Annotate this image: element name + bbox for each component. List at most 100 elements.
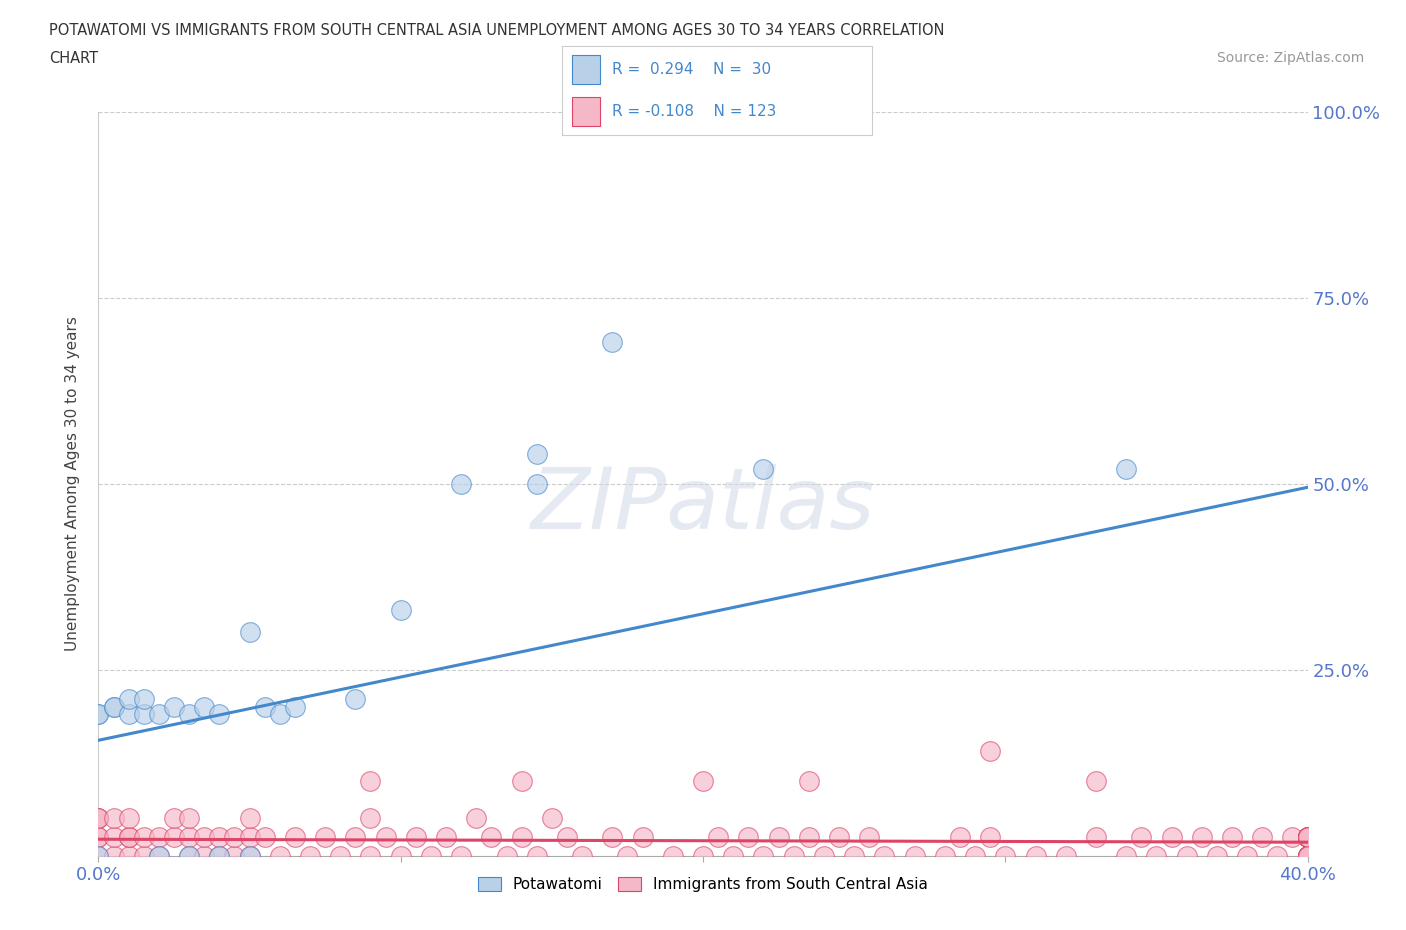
Point: [87, 707, 110, 722]
Text: POTAWATOMI VS IMMIGRANTS FROM SOUTH CENTRAL ASIA UNEMPLOYMENT AMONG AGES 30 TO 3: POTAWATOMI VS IMMIGRANTS FROM SOUTH CENT…: [49, 23, 945, 38]
Point: [752, 461, 775, 476]
Point: [239, 811, 262, 826]
Point: [1296, 848, 1319, 863]
Point: [163, 699, 186, 714]
Point: [103, 699, 125, 714]
Point: [179, 848, 201, 863]
Point: [87, 811, 110, 826]
Point: [1296, 848, 1319, 863]
Point: [602, 830, 624, 844]
Point: [118, 830, 141, 844]
Point: [389, 848, 412, 863]
Point: [1296, 830, 1319, 844]
Point: [87, 707, 110, 722]
Point: [163, 811, 186, 826]
Point: [450, 476, 472, 491]
Point: [1296, 848, 1319, 863]
Point: [979, 830, 1001, 844]
Point: [1296, 830, 1319, 844]
Point: [752, 848, 775, 863]
Point: [1251, 830, 1274, 844]
Point: [1144, 848, 1167, 863]
Point: [284, 830, 307, 844]
Point: [934, 848, 956, 863]
Text: Source: ZipAtlas.com: Source: ZipAtlas.com: [1216, 51, 1364, 65]
Point: [737, 830, 759, 844]
Point: [450, 848, 472, 863]
Point: [1296, 830, 1319, 844]
Point: [1236, 848, 1258, 863]
Bar: [572, 56, 599, 85]
Point: [179, 848, 201, 863]
Point: [193, 830, 215, 844]
Point: [179, 811, 201, 826]
Point: [87, 848, 110, 863]
Point: [224, 848, 246, 863]
Point: [118, 707, 141, 722]
Point: [118, 692, 141, 707]
Point: [1296, 848, 1319, 863]
Point: [1175, 848, 1198, 863]
Point: [344, 830, 367, 844]
Point: [1024, 848, 1046, 863]
Point: [1296, 830, 1319, 844]
Point: [1220, 830, 1243, 844]
Point: [1130, 830, 1153, 844]
Point: [797, 774, 820, 789]
Point: [163, 830, 186, 844]
Point: [965, 848, 987, 863]
Point: [1115, 848, 1137, 863]
Point: [873, 848, 896, 863]
Point: [420, 848, 443, 863]
Text: R =  0.294    N =  30: R = 0.294 N = 30: [612, 62, 770, 77]
Point: [329, 848, 352, 863]
Point: [1054, 848, 1077, 863]
Point: [360, 848, 382, 863]
Point: [132, 707, 155, 722]
Point: [526, 476, 548, 491]
Point: [828, 830, 851, 844]
Point: [239, 848, 262, 863]
Point: [193, 848, 215, 863]
Point: [434, 830, 457, 844]
Point: [253, 699, 276, 714]
Point: [1085, 830, 1108, 844]
Point: [1296, 830, 1319, 844]
Point: [692, 848, 714, 863]
Point: [405, 830, 427, 844]
Point: [1267, 848, 1289, 863]
Point: [526, 446, 548, 461]
Point: [723, 848, 745, 863]
Point: [510, 830, 533, 844]
Point: [783, 848, 806, 863]
Point: [389, 603, 412, 618]
Point: [148, 830, 170, 844]
Point: [1296, 830, 1319, 844]
Point: [692, 774, 714, 789]
Point: [87, 848, 110, 863]
Point: [813, 848, 835, 863]
Point: [224, 830, 246, 844]
Point: [208, 848, 231, 863]
Y-axis label: Unemployment Among Ages 30 to 34 years: Unemployment Among Ages 30 to 34 years: [65, 316, 80, 651]
Point: [374, 830, 396, 844]
Point: [118, 811, 141, 826]
Point: [481, 830, 503, 844]
Point: [661, 848, 683, 863]
Point: [768, 830, 790, 844]
Point: [1296, 848, 1319, 863]
Point: [87, 830, 110, 844]
Point: [118, 848, 141, 863]
Text: R = -0.108    N = 123: R = -0.108 N = 123: [612, 104, 776, 119]
Point: [87, 811, 110, 826]
Point: [510, 774, 533, 789]
Point: [1296, 848, 1319, 863]
Point: [208, 707, 231, 722]
Point: [1296, 848, 1319, 863]
Point: [1296, 848, 1319, 863]
Point: [208, 830, 231, 844]
Point: [132, 692, 155, 707]
Point: [1191, 830, 1213, 844]
Point: [269, 848, 291, 863]
Point: [555, 830, 578, 844]
